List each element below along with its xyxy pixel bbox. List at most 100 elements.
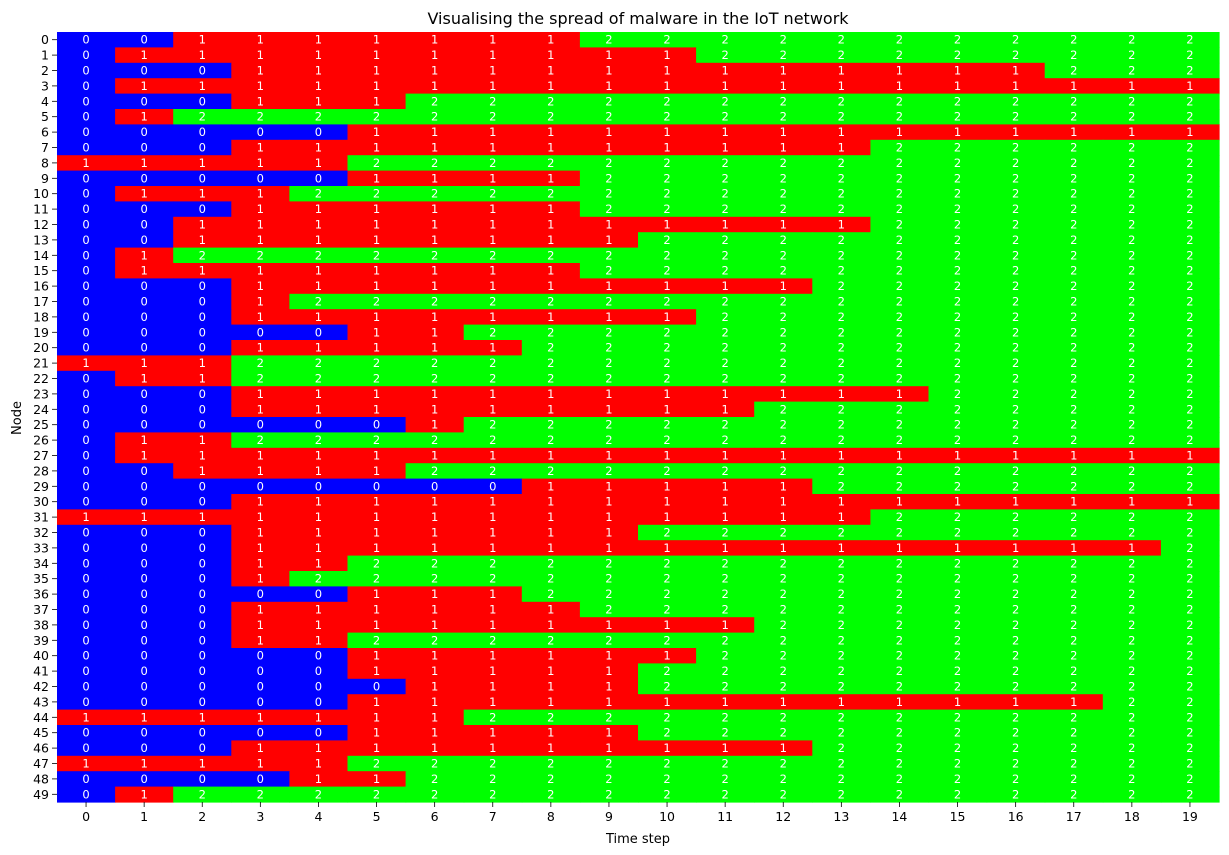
heatmap-cell-node-13-step-9: [579, 232, 639, 249]
cell-value-label: 2: [838, 48, 845, 62]
heatmap-cell-node-10-step-2: [173, 186, 232, 202]
heatmap-cell-node-27-step-9: [579, 447, 639, 464]
heatmap-cell-node-0-step-2: [173, 32, 232, 48]
cell-value-label: 0: [315, 587, 322, 601]
cell-value-label: 1: [315, 310, 322, 324]
cell-value-label: 1: [605, 618, 612, 632]
heatmap-cell-node-36-step-3: [231, 586, 290, 603]
cell-value-label: 2: [1070, 787, 1077, 801]
cell-value-label: 0: [140, 418, 147, 432]
heatmap-cell-node-45-step-11: [696, 725, 755, 741]
y-tick-label: 38: [33, 617, 49, 632]
heatmap-cell-node-44-step-5: [347, 709, 407, 726]
cell-value-label: 2: [1128, 418, 1135, 432]
cell-value-label: 1: [373, 664, 380, 678]
heatmap-cell-node-13-step-0: [57, 232, 116, 249]
heatmap-cell-node-36-step-6: [405, 586, 465, 603]
cell-value-label: 2: [896, 110, 903, 124]
cell-value-label: 0: [140, 233, 147, 247]
heatmap-cell-node-9-step-11: [696, 170, 755, 187]
heatmap-cell-node-33-step-14: [870, 540, 930, 557]
cell-value-label: 1: [257, 556, 264, 570]
cell-value-label: 2: [838, 464, 845, 478]
cell-value-label: 2: [1186, 556, 1193, 570]
heatmap-cell-node-2-step-19: [1160, 62, 1220, 79]
heatmap-cell-node-45-step-0: [57, 725, 116, 741]
cell-value-label: 2: [431, 156, 438, 170]
heatmap-cell-node-1-step-2: [173, 47, 232, 64]
cell-value-label: 2: [1070, 233, 1077, 247]
heatmap-cell-node-8-step-8: [521, 155, 581, 172]
heatmap-cell-node-8-step-14: [870, 155, 930, 172]
heatmap-cell-node-5-step-4: [289, 109, 349, 125]
heatmap-cell-node-7-step-4: [289, 139, 349, 156]
cell-value-label: 1: [257, 757, 264, 771]
heatmap-cell-node-14-step-2: [173, 247, 232, 264]
cell-value-label: 2: [1012, 171, 1019, 185]
cell-value-label: 1: [838, 79, 845, 93]
heatmap-cell-node-13-step-16: [986, 232, 1046, 249]
cell-value-label: 1: [1128, 541, 1135, 555]
y-tick-label: 25: [33, 417, 49, 432]
heatmap-cell-node-4-step-11: [696, 93, 755, 110]
cell-value-label: 2: [663, 171, 670, 185]
cell-value-label: 2: [954, 218, 961, 232]
cell-value-label: 2: [780, 94, 787, 108]
heatmap-cell-node-33-step-13: [812, 540, 871, 557]
cell-value-label: 0: [82, 741, 89, 755]
cell-value-label: 1: [838, 449, 845, 463]
heatmap-cell-node-7-step-18: [1102, 139, 1162, 156]
cell-value-label: 0: [199, 726, 206, 740]
cell-value-label: 1: [1186, 79, 1193, 93]
heatmap-cell-node-38-step-11: [696, 617, 755, 634]
heatmap-cell-node-17-step-2: [173, 293, 232, 310]
heatmap-cell-node-36-step-10: [638, 586, 697, 603]
heatmap-cell-node-45-step-3: [231, 725, 290, 741]
cell-value-label: 2: [1186, 633, 1193, 647]
heatmap-cell-node-20-step-0: [57, 340, 116, 356]
cell-value-label: 2: [489, 110, 496, 124]
cell-value-label: 2: [1128, 156, 1135, 170]
heatmap-cell-node-24-step-10: [638, 401, 697, 418]
heatmap-cell-node-37-step-4: [289, 601, 349, 618]
heatmap-cell-node-48-step-6: [405, 771, 465, 788]
cell-value-label: 1: [489, 171, 496, 185]
cell-value-label: 1: [605, 526, 612, 540]
cell-value-label: 1: [489, 233, 496, 247]
cell-value-label: 0: [82, 787, 89, 801]
heatmap-cell-node-37-step-7: [463, 601, 523, 618]
cell-value-label: 1: [315, 541, 322, 555]
heatmap-cell-node-7-step-12: [754, 139, 813, 156]
cell-value-label: 2: [1012, 649, 1019, 663]
heatmap-cell-node-37-step-9: [579, 601, 639, 618]
cell-value-label: 1: [315, 449, 322, 463]
heatmap-cell-node-9-step-3: [231, 170, 290, 187]
heatmap-cell-node-43-step-13: [812, 694, 871, 711]
heatmap-cell-node-21-step-5: [347, 355, 407, 372]
heatmap-cell-node-15-step-4: [289, 263, 349, 279]
heatmap-cell-node-49-step-19: [1160, 786, 1220, 803]
heatmap-cell-node-22-step-11: [696, 370, 755, 387]
heatmap-cell-node-23-step-11: [696, 386, 755, 403]
heatmap-cell-node-37-step-15: [928, 601, 988, 618]
heatmap-cell-node-14-step-5: [347, 247, 407, 264]
cell-value-label: 1: [547, 618, 554, 632]
cell-value-label: 2: [721, 156, 728, 170]
heatmap-cell-node-47-step-5: [347, 755, 407, 772]
heatmap-cell-node-4-step-6: [405, 93, 465, 110]
heatmap-cell-node-35-step-11: [696, 571, 755, 587]
heatmap-cell-node-49-step-16: [986, 786, 1046, 803]
cell-value-label: 1: [199, 449, 206, 463]
cell-value-label: 2: [1070, 248, 1077, 262]
heatmap-cell-node-5-step-6: [405, 109, 465, 125]
heatmap-cell-node-22-step-19: [1160, 370, 1220, 387]
heatmap-cell-node-15-step-18: [1102, 263, 1162, 279]
cell-value-label: 0: [257, 649, 264, 663]
cell-value-label: 1: [257, 510, 264, 524]
heatmap-cell-node-26-step-9: [579, 432, 639, 449]
heatmap-cell-node-16-step-19: [1160, 278, 1220, 295]
heatmap-cell-node-5-step-9: [579, 109, 639, 125]
cell-value-label: 1: [1128, 125, 1135, 139]
cell-value-label: 2: [896, 710, 903, 724]
cell-value-label: 2: [605, 372, 612, 386]
